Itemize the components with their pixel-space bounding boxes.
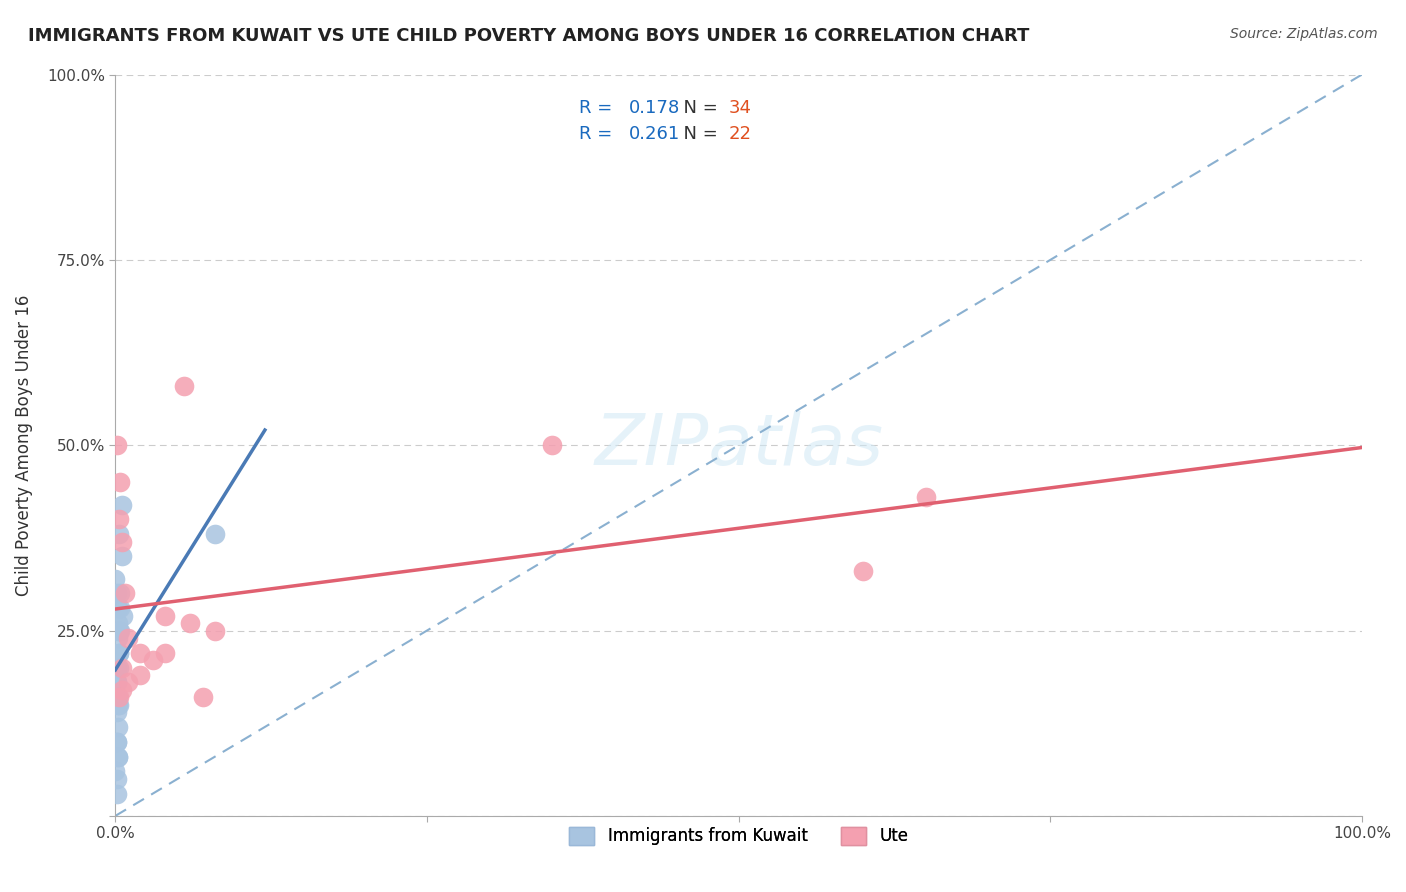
Text: ZIPatlas: ZIPatlas [595,410,883,480]
Immigrants from Kuwait [105,586,128,600]
Ute [129,668,152,682]
Immigrants from Kuwait [105,735,128,749]
Immigrants from Kuwait [110,601,132,615]
Ute [204,624,226,638]
Immigrants from Kuwait [108,698,131,712]
Immigrants from Kuwait [107,601,129,615]
Immigrants from Kuwait [104,764,127,779]
Text: 34: 34 [728,99,751,117]
Immigrants from Kuwait [110,624,132,638]
Ute [129,646,152,660]
Immigrants from Kuwait [108,646,131,660]
Ute [117,631,139,645]
Immigrants from Kuwait [107,749,129,764]
Immigrants from Kuwait [105,705,128,719]
Text: R =: R = [579,126,617,144]
Text: 0.178: 0.178 [628,99,679,117]
Immigrants from Kuwait [108,646,131,660]
Immigrants from Kuwait [107,720,129,734]
Ute [852,564,875,578]
Immigrants from Kuwait [105,772,128,786]
Immigrants from Kuwait [107,616,129,631]
Ute [173,379,195,393]
Ute [191,690,214,705]
Immigrants from Kuwait [108,624,131,638]
Ute [110,660,132,674]
Ute [110,475,132,490]
Text: 22: 22 [728,126,751,144]
Ute [110,534,132,549]
Ute [108,512,131,526]
Ute [117,675,139,690]
Immigrants from Kuwait [105,660,128,674]
Text: R =: R = [579,99,617,117]
Text: N =: N = [672,99,724,117]
Immigrants from Kuwait [107,690,129,705]
Immigrants from Kuwait [204,527,226,541]
Ute [108,690,131,705]
Ute [540,438,562,452]
Immigrants from Kuwait [111,608,134,623]
Ute [142,653,165,667]
Ute [153,608,176,623]
Immigrants from Kuwait [110,549,132,564]
Immigrants from Kuwait [105,675,128,690]
Immigrants from Kuwait [108,624,131,638]
Ute [914,490,936,504]
Ute [110,682,132,697]
Text: Source: ZipAtlas.com: Source: ZipAtlas.com [1230,27,1378,41]
Immigrants from Kuwait [108,660,131,674]
Ute [105,438,128,452]
Immigrants from Kuwait [107,698,129,712]
Immigrants from Kuwait [104,690,127,705]
Ute [153,646,176,660]
Ute [114,586,136,600]
Immigrants from Kuwait [105,675,128,690]
Text: N =: N = [672,126,724,144]
Immigrants from Kuwait [105,735,128,749]
Immigrants from Kuwait [110,586,132,600]
Text: 0.261: 0.261 [628,126,679,144]
Immigrants from Kuwait [108,527,131,541]
Text: IMMIGRANTS FROM KUWAIT VS UTE CHILD POVERTY AMONG BOYS UNDER 16 CORRELATION CHAR: IMMIGRANTS FROM KUWAIT VS UTE CHILD POVE… [28,27,1029,45]
Immigrants from Kuwait [107,631,129,645]
Immigrants from Kuwait [107,749,129,764]
Immigrants from Kuwait [110,498,132,512]
Immigrants from Kuwait [104,572,127,586]
Ute [179,616,201,631]
Y-axis label: Child Poverty Among Boys Under 16: Child Poverty Among Boys Under 16 [15,294,32,596]
Immigrants from Kuwait [105,787,128,801]
Legend: Immigrants from Kuwait, Ute: Immigrants from Kuwait, Ute [562,820,915,852]
